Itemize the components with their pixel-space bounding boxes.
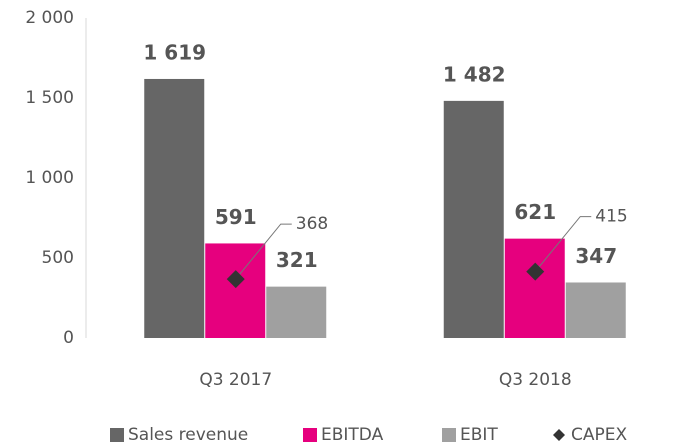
legend-marker [553, 429, 565, 441]
legend-label: Sales revenue [128, 425, 248, 444]
legend-label: CAPEX [571, 425, 627, 444]
y-tick-label: 2 000 [25, 8, 74, 28]
value-label: 321 [276, 248, 318, 272]
y-tick-label: 1 500 [25, 88, 74, 108]
legend-marker [303, 428, 317, 442]
y-tick-label: 500 [42, 248, 74, 268]
legend-label: EBITDA [321, 425, 384, 444]
value-label: 591 [215, 205, 257, 229]
x-tick-label: Q3 2017 [199, 370, 272, 390]
y-tick-label: 0 [63, 328, 74, 348]
bar [443, 100, 504, 338]
leader-line [235, 223, 292, 280]
value-label: 621 [514, 200, 556, 224]
bar [266, 286, 327, 338]
legend-label: EBIT [460, 425, 498, 444]
bar [504, 238, 565, 338]
bar [205, 243, 266, 338]
value-label: 347 [575, 244, 617, 268]
legend-marker [442, 428, 456, 442]
bar [144, 78, 205, 339]
capex-label: 415 [595, 207, 627, 227]
y-tick-label: 1 000 [25, 168, 74, 188]
value-label: 1 619 [143, 40, 206, 64]
capex-label: 368 [296, 214, 328, 234]
capex-marker [526, 262, 545, 281]
legend-marker [110, 428, 124, 442]
x-tick-label: Q3 2018 [499, 370, 572, 390]
value-label: 1 482 [443, 62, 506, 86]
leader-line [534, 216, 592, 272]
bar [565, 282, 626, 338]
capex-marker [226, 270, 245, 289]
